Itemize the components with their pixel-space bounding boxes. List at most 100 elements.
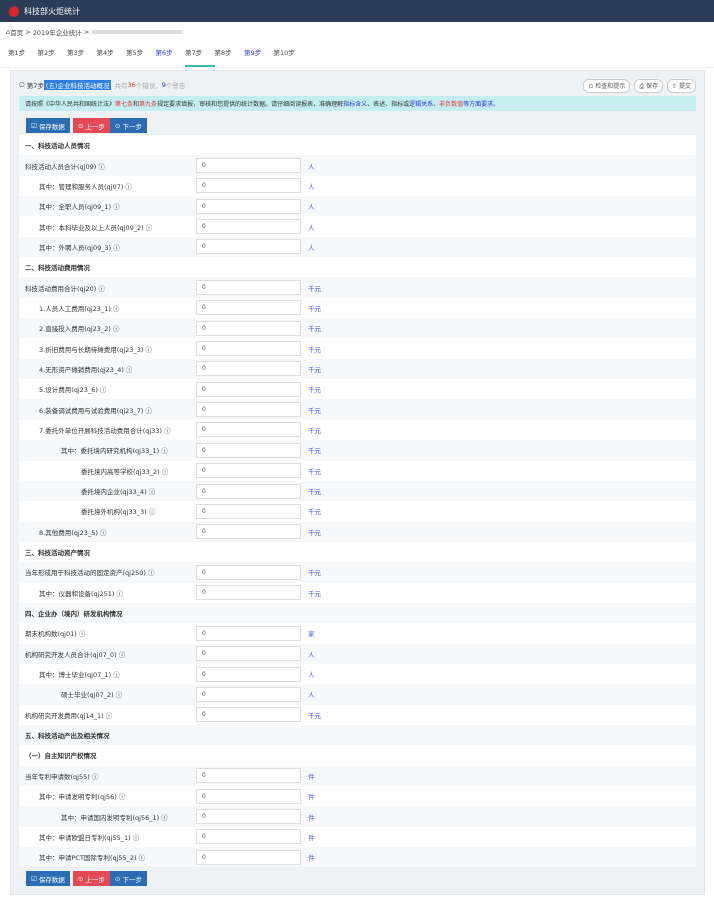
- field-input[interactable]: [196, 666, 301, 682]
- field-input[interactable]: [196, 320, 301, 336]
- field-input[interactable]: [196, 646, 301, 662]
- unit-label: 千元: [308, 528, 321, 537]
- warning-suffix: 个警告: [165, 82, 186, 90]
- field-input[interactable]: [196, 239, 301, 255]
- next-label: 下一步: [122, 875, 142, 884]
- unit-label: 人: [308, 671, 315, 680]
- form-row: 科技活动人员合计(qj09) ⓘ 人: [19, 155, 696, 176]
- warning-count[interactable]: 9: [161, 81, 166, 89]
- unit-label: 人: [308, 650, 315, 659]
- notice-link[interactable]: 逻辑关系: [409, 101, 434, 108]
- prev-step-button[interactable]: ⊙ 上一步: [72, 871, 110, 886]
- submit-button[interactable]: ⇪ 提交: [667, 79, 696, 93]
- step-tab-4[interactable]: 第4步: [96, 49, 114, 57]
- field-input[interactable]: [196, 442, 301, 458]
- prev-step-button[interactable]: ⊙ 上一步: [72, 118, 110, 133]
- field-input[interactable]: [196, 483, 301, 499]
- step-tab-3[interactable]: 第3步: [67, 49, 85, 57]
- notice-text: 、: [433, 101, 440, 108]
- field-label: 其中：仪器和设备(qj251) ⓘ: [39, 589, 123, 598]
- field-label: 其中：管理和服务人员(qj07) ⓘ: [39, 182, 132, 191]
- field-label: 其中：申请国内发明专利(qj56_1) ⓘ: [61, 813, 168, 822]
- field-input[interactable]: [196, 585, 301, 601]
- check-label: 检查和提示: [595, 83, 626, 90]
- form-row: 其中：全职人员(qj09_1) ⓘ 人: [19, 196, 696, 217]
- step-tab-5[interactable]: 第5步: [126, 49, 144, 57]
- notice-link[interactable]: 第七条: [115, 101, 134, 108]
- section-title: 一、科技活动人员情况: [25, 142, 90, 151]
- save-data-button[interactable]: ☑ 保存数据: [26, 118, 70, 133]
- field-label: 当年专利申请数(qj55) ⓘ: [25, 772, 99, 781]
- next-step-button[interactable]: ⊙ 下一步: [109, 871, 147, 886]
- error-suffix: 个错误，: [135, 82, 162, 90]
- submit-label: 提交: [678, 83, 691, 90]
- field-label: 科技活动费用合计(qj20) ⓘ: [25, 284, 105, 293]
- unit-label: 千元: [308, 711, 321, 720]
- unit-label: 千元: [308, 345, 321, 354]
- field-input[interactable]: [196, 625, 301, 641]
- field-label: 机构研究开发人员合计(qj07_0) ⓘ: [25, 650, 126, 659]
- field-input[interactable]: [196, 686, 301, 702]
- step-tab-1[interactable]: 第1步: [8, 49, 26, 57]
- error-count[interactable]: 36: [127, 81, 136, 89]
- field-input[interactable]: [196, 809, 301, 825]
- form-row: 其中：外聘人员(qj09_3) ⓘ 人: [19, 236, 696, 258]
- check-button[interactable]: ⊙ 检查和提示: [583, 79, 631, 93]
- field-input[interactable]: [196, 524, 301, 540]
- field-input[interactable]: [196, 849, 301, 865]
- field-input[interactable]: [196, 768, 301, 784]
- field-input[interactable]: [196, 341, 301, 357]
- form-row: 委托境外机构(qj33_3) ⓘ 千元: [19, 501, 696, 521]
- field-input[interactable]: [196, 788, 301, 804]
- field-label: 其中：委托境内研究机构(qj33_1) ⓘ: [61, 447, 168, 456]
- field-input[interactable]: [196, 300, 301, 316]
- breadcrumb-level1[interactable]: 2019年企业统计: [32, 29, 82, 37]
- save-label: 保存数据: [38, 875, 65, 884]
- unit-label: 千元: [308, 508, 321, 517]
- stat-prefix: 共有: [114, 82, 128, 90]
- field-input[interactable]: [196, 198, 301, 214]
- section-header: 一、科技活动人员情况: [19, 135, 696, 155]
- field-input[interactable]: [196, 158, 301, 174]
- form-row: 科技活动费用合计(qj20) ⓘ 千元: [19, 277, 696, 298]
- form-row: 其中：申请国内发明专利(qj56_1) ⓘ 件: [19, 806, 696, 827]
- field-input[interactable]: [196, 564, 301, 580]
- notice-link[interactable]: 第九条: [139, 101, 158, 108]
- field-input[interactable]: [196, 503, 301, 519]
- field-input[interactable]: [196, 381, 301, 397]
- field-input[interactable]: [196, 280, 301, 296]
- next-step-button[interactable]: ⊙ 下一步: [109, 118, 147, 133]
- notice-link[interactable]: 指标含义: [343, 101, 368, 108]
- field-input[interactable]: [196, 707, 301, 723]
- field-label: 1.人员人工费用(qj23_1) ⓘ: [39, 304, 120, 313]
- field-input[interactable]: [196, 219, 301, 235]
- field-input[interactable]: [196, 829, 301, 845]
- field-input[interactable]: [196, 402, 301, 418]
- field-label: 其中：申请欧盟日专利(qj55_1) ⓘ: [39, 833, 140, 842]
- section-header: 二、科技活动费用情况: [19, 257, 696, 277]
- section-title: 四、企业办（境内）研发机构情况: [25, 610, 123, 619]
- form-row: 委托境内高等学校(qj33_2) ⓘ 千元: [19, 461, 696, 481]
- step-tab-8[interactable]: 第8步: [214, 49, 232, 57]
- step-tab-10[interactable]: 第10步: [273, 49, 295, 57]
- field-label: 其中：本科毕业及以上人员(qj09_2) ⓘ: [39, 223, 153, 232]
- save-data-button[interactable]: ☑ 保存数据: [26, 871, 70, 886]
- form-row: 2.直接投入费用(qj23_2) ⓘ 千元: [19, 318, 696, 339]
- breadcrumb-home[interactable]: 首页: [10, 29, 24, 37]
- notice-link[interactable]: 非负数值: [439, 101, 464, 108]
- step-tab-7[interactable]: 第7步: [185, 47, 215, 67]
- field-input[interactable]: [196, 463, 301, 479]
- step-tab-2[interactable]: 第2步: [37, 49, 55, 57]
- save-tool-button[interactable]: ⎙ 保存: [634, 79, 664, 93]
- field-input[interactable]: [196, 361, 301, 377]
- field-input[interactable]: [196, 422, 301, 438]
- app-title: 科技部火炬统计: [24, 6, 80, 16]
- app-header: 科技部火炬统计: [0, 0, 714, 22]
- unit-label: 千元: [308, 386, 321, 395]
- field-label: 5.设计费用(qj23_6) ⓘ: [39, 386, 107, 395]
- form-row: 其中：申请PCT国际专利(qj55_2) ⓘ 件: [19, 847, 696, 868]
- field-input[interactable]: [196, 178, 301, 194]
- step-tab-9[interactable]: 第9步: [244, 49, 262, 57]
- step-tab-6[interactable]: 第6步: [155, 49, 173, 57]
- section-title: 五、科技活动产出及相关情况: [25, 732, 110, 741]
